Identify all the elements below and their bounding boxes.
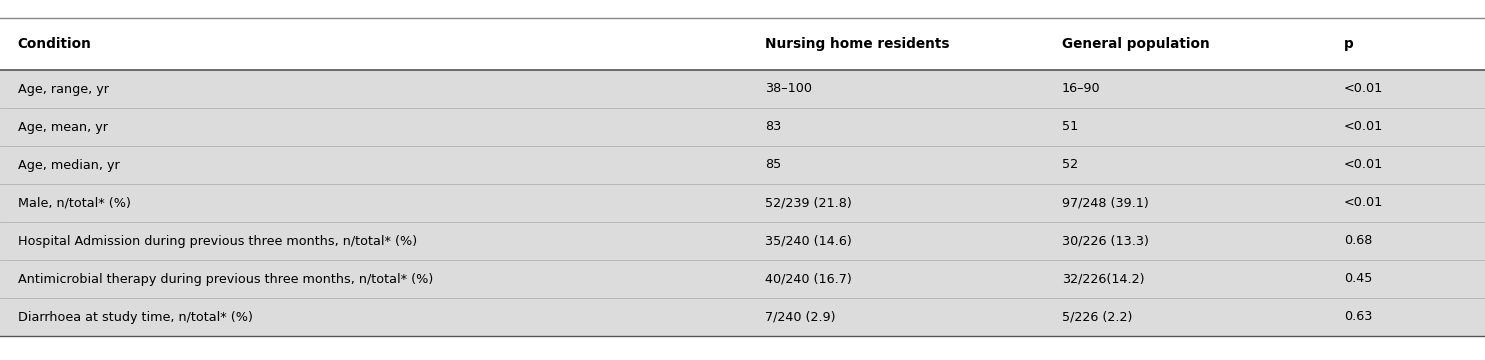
Text: Condition: Condition	[18, 37, 92, 51]
Bar	[0, 146, 1485, 184]
Bar	[0, 108, 1485, 146]
Text: 30/226 (13.3): 30/226 (13.3)	[1062, 234, 1149, 248]
Bar	[0, 70, 1485, 108]
Bar	[0, 298, 1485, 336]
Text: p: p	[1344, 37, 1354, 51]
Text: 16–90: 16–90	[1062, 82, 1100, 95]
Text: 38–100: 38–100	[765, 82, 812, 95]
Bar	[0, 222, 1485, 260]
Text: 52: 52	[1062, 158, 1078, 171]
Text: <0.01: <0.01	[1344, 197, 1383, 210]
Text: <0.01: <0.01	[1344, 158, 1383, 171]
Text: Male, n/total* (%): Male, n/total* (%)	[18, 197, 131, 210]
Text: 5/226 (2.2): 5/226 (2.2)	[1062, 310, 1132, 324]
Text: 0.68: 0.68	[1344, 234, 1372, 248]
Text: 97/248 (39.1): 97/248 (39.1)	[1062, 197, 1148, 210]
Text: 35/240 (14.6): 35/240 (14.6)	[765, 234, 851, 248]
Text: 7/240 (2.9): 7/240 (2.9)	[765, 310, 835, 324]
Text: 32/226(14.2): 32/226(14.2)	[1062, 273, 1145, 285]
Text: 83: 83	[765, 121, 781, 134]
Text: 0.45: 0.45	[1344, 273, 1372, 285]
Text: 51: 51	[1062, 121, 1078, 134]
Text: 0.63: 0.63	[1344, 310, 1372, 324]
Text: Age, range, yr: Age, range, yr	[18, 82, 108, 95]
Bar	[0, 184, 1485, 222]
Text: General population: General population	[1062, 37, 1209, 51]
Text: <0.01: <0.01	[1344, 121, 1383, 134]
Text: Antimicrobial therapy during previous three months, n/total* (%): Antimicrobial therapy during previous th…	[18, 273, 434, 285]
Bar	[0, 18, 1485, 70]
Text: <0.01: <0.01	[1344, 82, 1383, 95]
Text: Age, median, yr: Age, median, yr	[18, 158, 120, 171]
Text: Nursing home residents: Nursing home residents	[765, 37, 949, 51]
Text: 85: 85	[765, 158, 781, 171]
Bar	[0, 260, 1485, 298]
Text: Hospital Admission during previous three months, n/total* (%): Hospital Admission during previous three…	[18, 234, 417, 248]
Text: 52/239 (21.8): 52/239 (21.8)	[765, 197, 851, 210]
Text: Age, mean, yr: Age, mean, yr	[18, 121, 108, 134]
Text: 40/240 (16.7): 40/240 (16.7)	[765, 273, 851, 285]
Text: Diarrhoea at study time, n/total* (%): Diarrhoea at study time, n/total* (%)	[18, 310, 252, 324]
